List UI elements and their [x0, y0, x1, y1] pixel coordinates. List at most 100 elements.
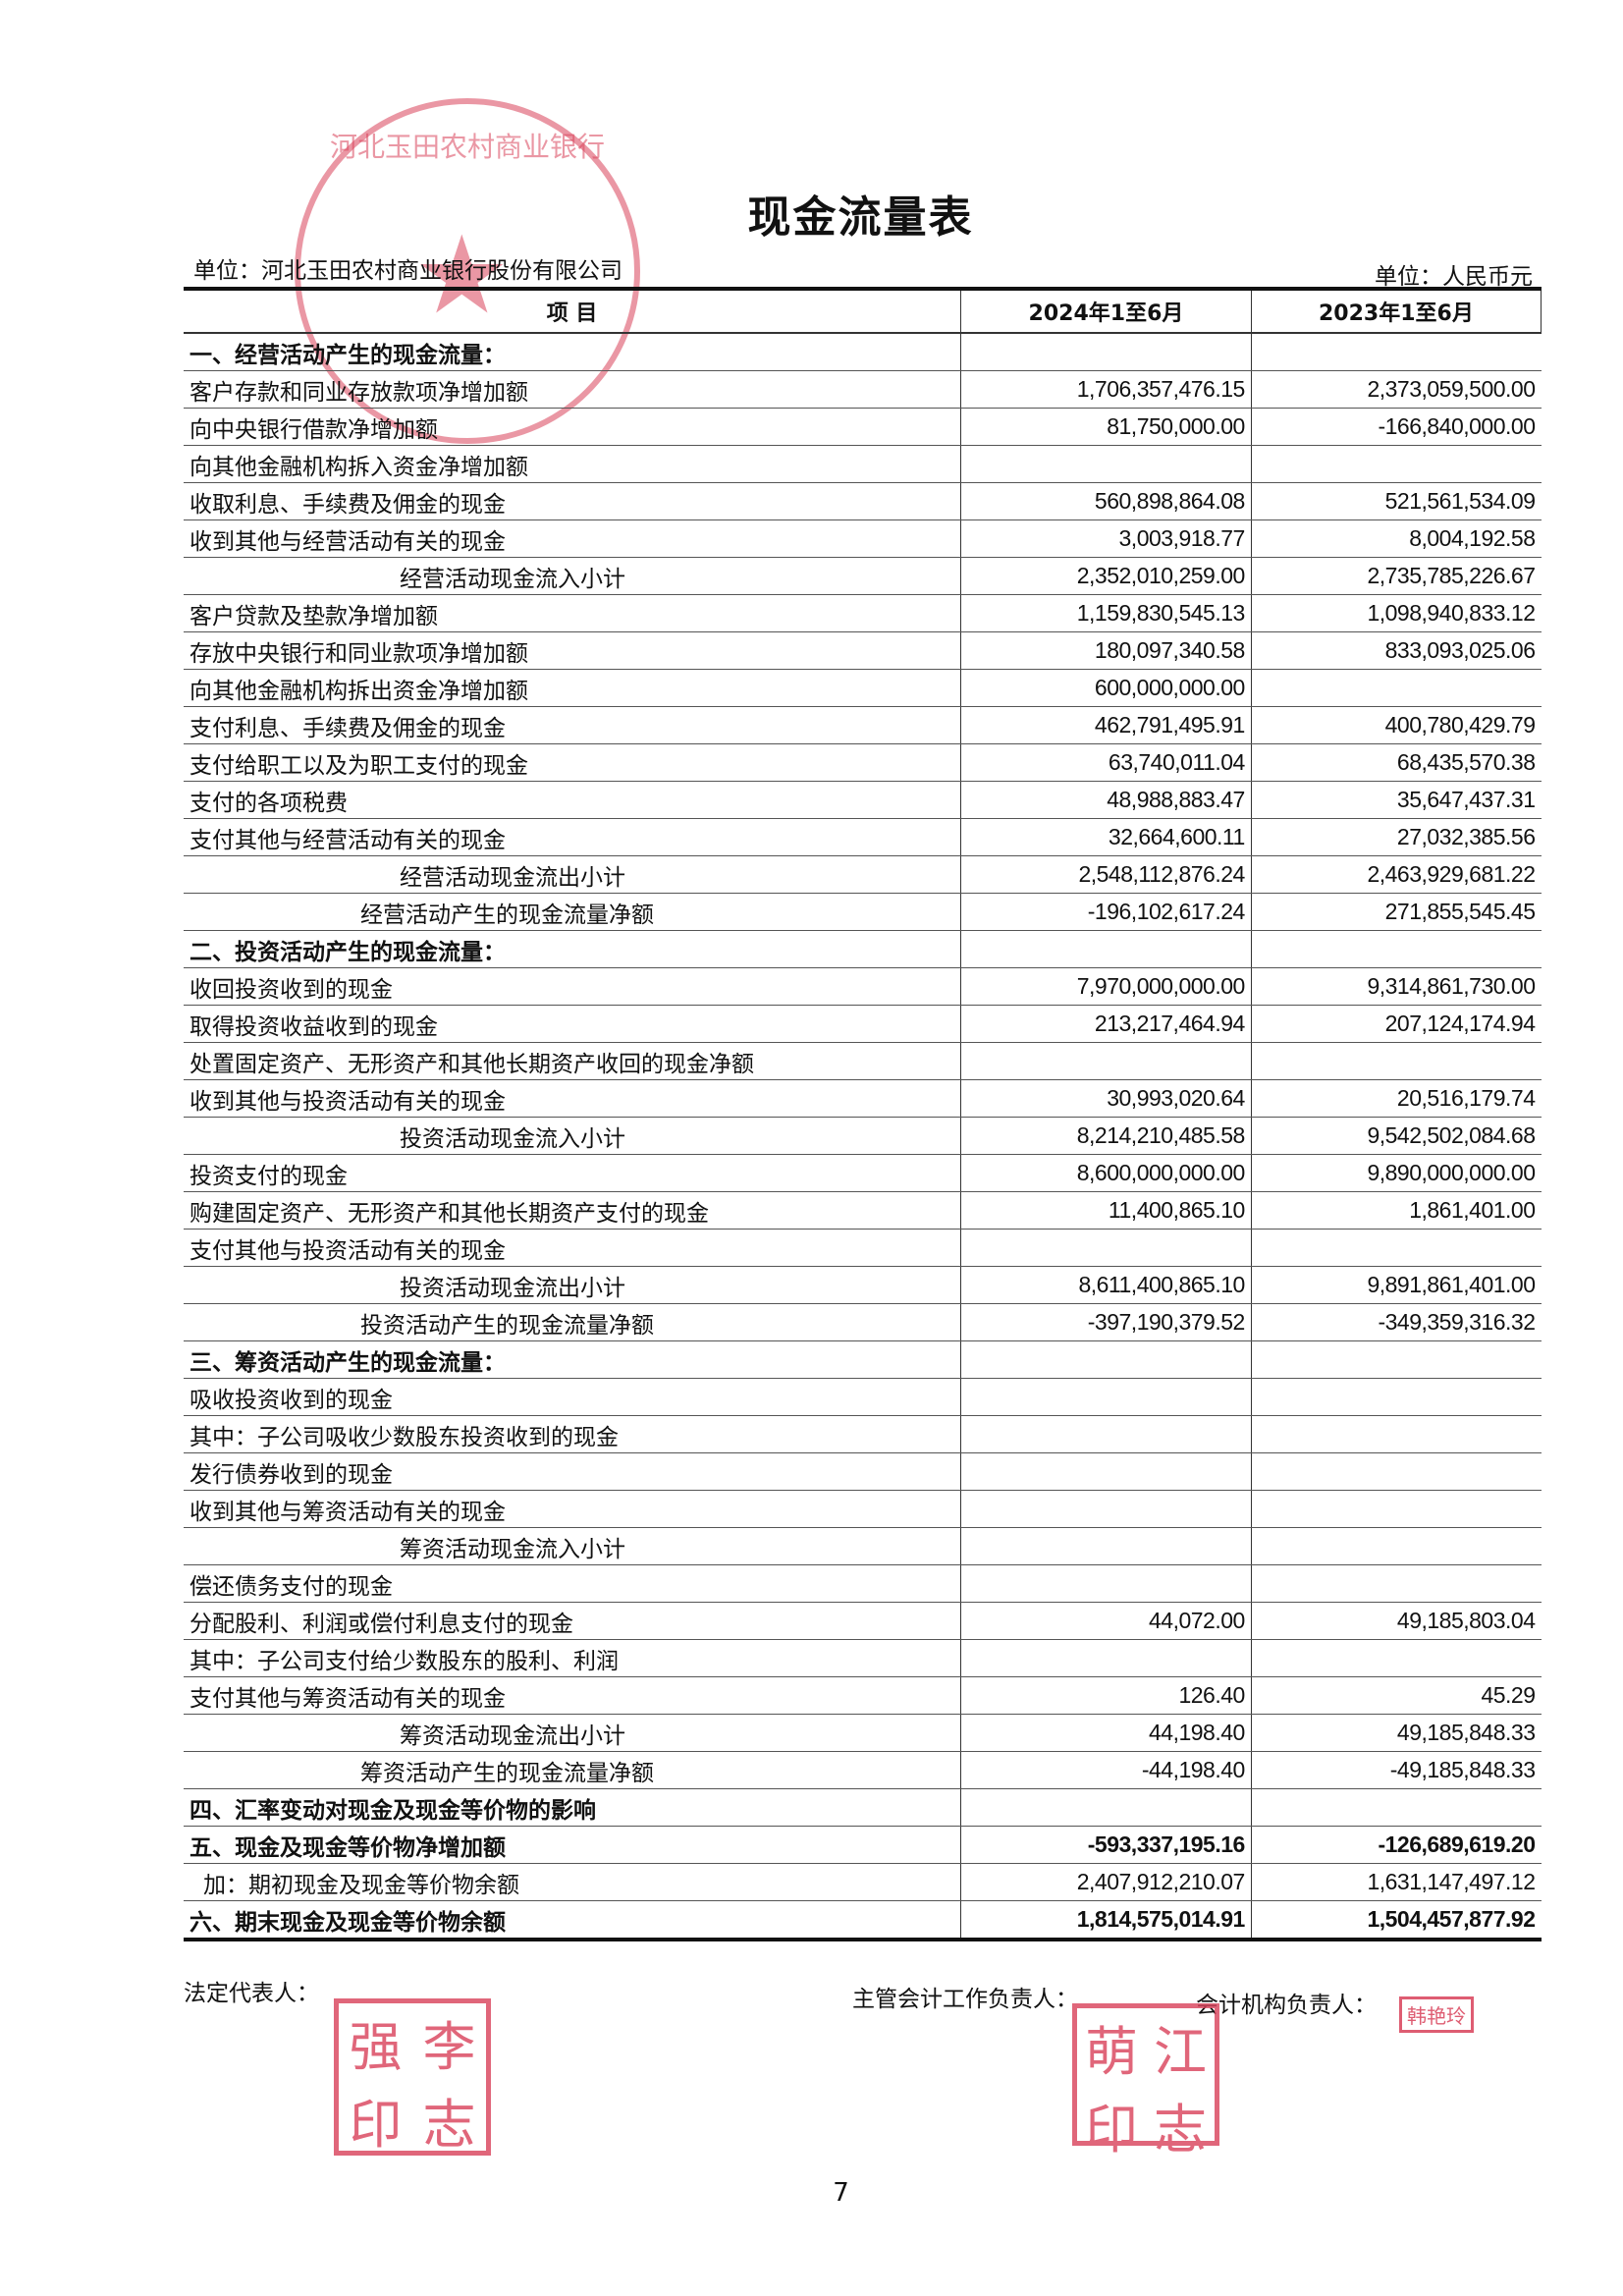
value-2023: 35,647,437.31	[1250, 781, 1542, 819]
value-2024: 600,000,000.00	[960, 669, 1252, 707]
table-row: 五、现金及现金等价物净增加额 -593,337,195.16 -126,689,61…	[184, 1826, 1542, 1864]
table-row: 向中央银行借款净增加额 81,750,000.00 -166,840,000.00	[184, 408, 1542, 446]
column-header-item: 项 目	[184, 289, 961, 334]
row-label: 购建固定资产、无形资产和其他长期资产支付的现金	[184, 1191, 961, 1230]
value-2024: -44,198.40	[960, 1751, 1252, 1789]
legal-representative-seal: 李 志 强 印	[334, 1998, 491, 2156]
value-2024: 2,407,912,210.07	[960, 1863, 1252, 1901]
table-row: 支付利息、手续费及佣金的现金 462,791,495.91 400,780,429.…	[184, 706, 1542, 744]
value-2024: 44,198.40	[960, 1714, 1252, 1752]
value-2024	[960, 1452, 1252, 1491]
table-row: 支付给职工以及为职工支付的现金 63,740,011.04 68,435,570.3…	[184, 743, 1542, 782]
value-2024: 180,097,340.58	[960, 631, 1252, 670]
row-label: 三、筹资活动产生的现金流量：	[184, 1340, 961, 1379]
value-2023: -349,359,316.32	[1250, 1303, 1542, 1341]
row-label: 四、汇率变动对现金及现金等价物的影响	[184, 1788, 961, 1827]
value-2024: -196,102,617.24	[960, 893, 1252, 931]
accounting-head-seal: 韩艳玲	[1399, 1996, 1474, 2033]
table-row: 一、经营活动产生的现金流量：	[184, 333, 1542, 371]
value-2023: 49,185,803.04	[1250, 1602, 1542, 1640]
table-row: 二、投资活动产生的现金流量：	[184, 930, 1542, 968]
value-2024: 32,664,600.11	[960, 818, 1252, 856]
value-2023	[1250, 1527, 1542, 1565]
table-row: 经营活动产生的现金流量净额 -196,102,617.24 271,855,545.…	[184, 893, 1542, 931]
row-label: 支付其他与筹资活动有关的现金	[184, 1676, 961, 1715]
row-label: 支付其他与投资活动有关的现金	[184, 1229, 961, 1267]
value-2023: 400,780,429.79	[1250, 706, 1542, 744]
value-2024	[960, 1527, 1252, 1565]
table-row: 收到其他与经营活动有关的现金 3,003,918.77 8,004,192.58	[184, 519, 1542, 558]
value-2024: 1,706,357,476.15	[960, 370, 1252, 409]
row-label: 分配股利、利润或偿付利息支付的现金	[184, 1602, 961, 1640]
value-2024: 8,214,210,485.58	[960, 1117, 1252, 1155]
row-label: 筹资活动现金流出小计	[184, 1714, 961, 1752]
table-row: 支付其他与经营活动有关的现金 32,664,600.11 27,032,385.56	[184, 818, 1542, 856]
row-label: 发行债券收到的现金	[184, 1452, 961, 1491]
value-2024: 462,791,495.91	[960, 706, 1252, 744]
row-label: 支付的各项税费	[184, 781, 961, 819]
value-2023: 1,631,147,497.12	[1250, 1863, 1542, 1901]
value-2024: 44,072.00	[960, 1602, 1252, 1640]
row-label: 偿还债务支付的现金	[184, 1564, 961, 1603]
table-row: 投资活动产生的现金流量净额 -397,190,379.52 -349,359,316…	[184, 1303, 1542, 1341]
table-row: 取得投资收益收到的现金 213,217,464.94 207,124,174.94	[184, 1005, 1542, 1043]
table-row: 支付其他与筹资活动有关的现金 126.40 45.29	[184, 1676, 1542, 1715]
value-2023: 8,004,192.58	[1250, 519, 1542, 558]
value-2024: 81,750,000.00	[960, 408, 1252, 446]
value-2023: 9,890,000,000.00	[1250, 1154, 1542, 1192]
value-2023: 1,861,401.00	[1250, 1191, 1542, 1230]
row-label: 投资支付的现金	[184, 1154, 961, 1192]
row-label: 支付利息、手续费及佣金的现金	[184, 706, 961, 744]
row-label: 取得投资收益收到的现金	[184, 1005, 961, 1043]
table-row: 三、筹资活动产生的现金流量：	[184, 1340, 1542, 1379]
row-label: 支付给职工以及为职工支付的现金	[184, 743, 961, 782]
table-row: 投资活动现金流出小计 8,611,400,865.10 9,891,861,401.…	[184, 1266, 1542, 1304]
row-label: 加：期初现金及现金等价物余额	[184, 1863, 961, 1901]
row-label: 处置固定资产、无形资产和其他长期资产收回的现金净额	[184, 1042, 961, 1080]
row-label: 收取利息、手续费及佣金的现金	[184, 482, 961, 520]
row-label: 经营活动现金流入小计	[184, 557, 961, 595]
value-2024: 213,217,464.94	[960, 1005, 1252, 1043]
value-2024	[960, 1639, 1252, 1677]
value-2023: -166,840,000.00	[1250, 408, 1542, 446]
row-label: 五、现金及现金等价物净增加额	[184, 1826, 961, 1864]
table-row: 收取利息、手续费及佣金的现金 560,898,864.08 521,561,534.…	[184, 482, 1542, 520]
value-2024: 2,352,010,259.00	[960, 557, 1252, 595]
value-2024	[960, 1415, 1252, 1453]
value-2024	[960, 1788, 1252, 1827]
table-header-row: 项 目 2024年1至6月 2023年1至6月	[184, 289, 1542, 334]
table-row: 六、期末现金及现金等价物余额 1,814,575,014.91 1,504,457,…	[184, 1900, 1542, 1941]
row-label: 向其他金融机构拆出资金净增加额	[184, 669, 961, 707]
table-row: 处置固定资产、无形资产和其他长期资产收回的现金净额	[184, 1042, 1542, 1080]
value-2023	[1250, 1452, 1542, 1491]
table-row: 四、汇率变动对现金及现金等价物的影响	[184, 1788, 1542, 1827]
row-label: 投资活动产生的现金流量净额	[184, 1303, 961, 1341]
table-row: 发行债券收到的现金	[184, 1452, 1542, 1491]
value-2024	[960, 930, 1252, 968]
reporting-entity: 单位：河北玉田农村商业银行股份有限公司	[193, 258, 622, 284]
value-2023: 20,516,179.74	[1250, 1079, 1542, 1118]
row-label: 筹资活动产生的现金流量净额	[184, 1751, 961, 1789]
value-2023: 45.29	[1250, 1676, 1542, 1715]
table-row: 收到其他与投资活动有关的现金 30,993,020.64 20,516,179.74	[184, 1079, 1542, 1118]
table-row: 其中：子公司支付给少数股东的股利、利润	[184, 1639, 1542, 1677]
value-2024	[960, 1042, 1252, 1080]
value-2023: 68,435,570.38	[1250, 743, 1542, 782]
seal-char: 志	[422, 2094, 476, 2156]
column-header-2024: 2024年1至6月	[960, 289, 1252, 334]
row-label: 吸收投资收到的现金	[184, 1378, 961, 1416]
value-2023: 271,855,545.45	[1250, 893, 1542, 931]
row-label: 客户存款和同业存放款项净增加额	[184, 370, 961, 409]
accounting-head-label: 会计机构负责人：	[1196, 1993, 1377, 2018]
value-2023	[1250, 1340, 1542, 1379]
table-row: 其中：子公司吸收少数股东投资收到的现金	[184, 1415, 1542, 1453]
value-2024: 1,159,830,545.13	[960, 594, 1252, 632]
seal-char: 印	[1085, 2099, 1138, 2160]
row-label: 收到其他与经营活动有关的现金	[184, 519, 961, 558]
row-label: 向中央银行借款净增加额	[184, 408, 961, 446]
table-row: 投资支付的现金 8,600,000,000.00 9,890,000,000.00	[184, 1154, 1542, 1192]
value-2023: -49,185,848.33	[1250, 1751, 1542, 1789]
column-header-2023: 2023年1至6月	[1250, 289, 1542, 334]
value-2024: 8,611,400,865.10	[960, 1266, 1252, 1304]
table-row: 吸收投资收到的现金	[184, 1378, 1542, 1416]
